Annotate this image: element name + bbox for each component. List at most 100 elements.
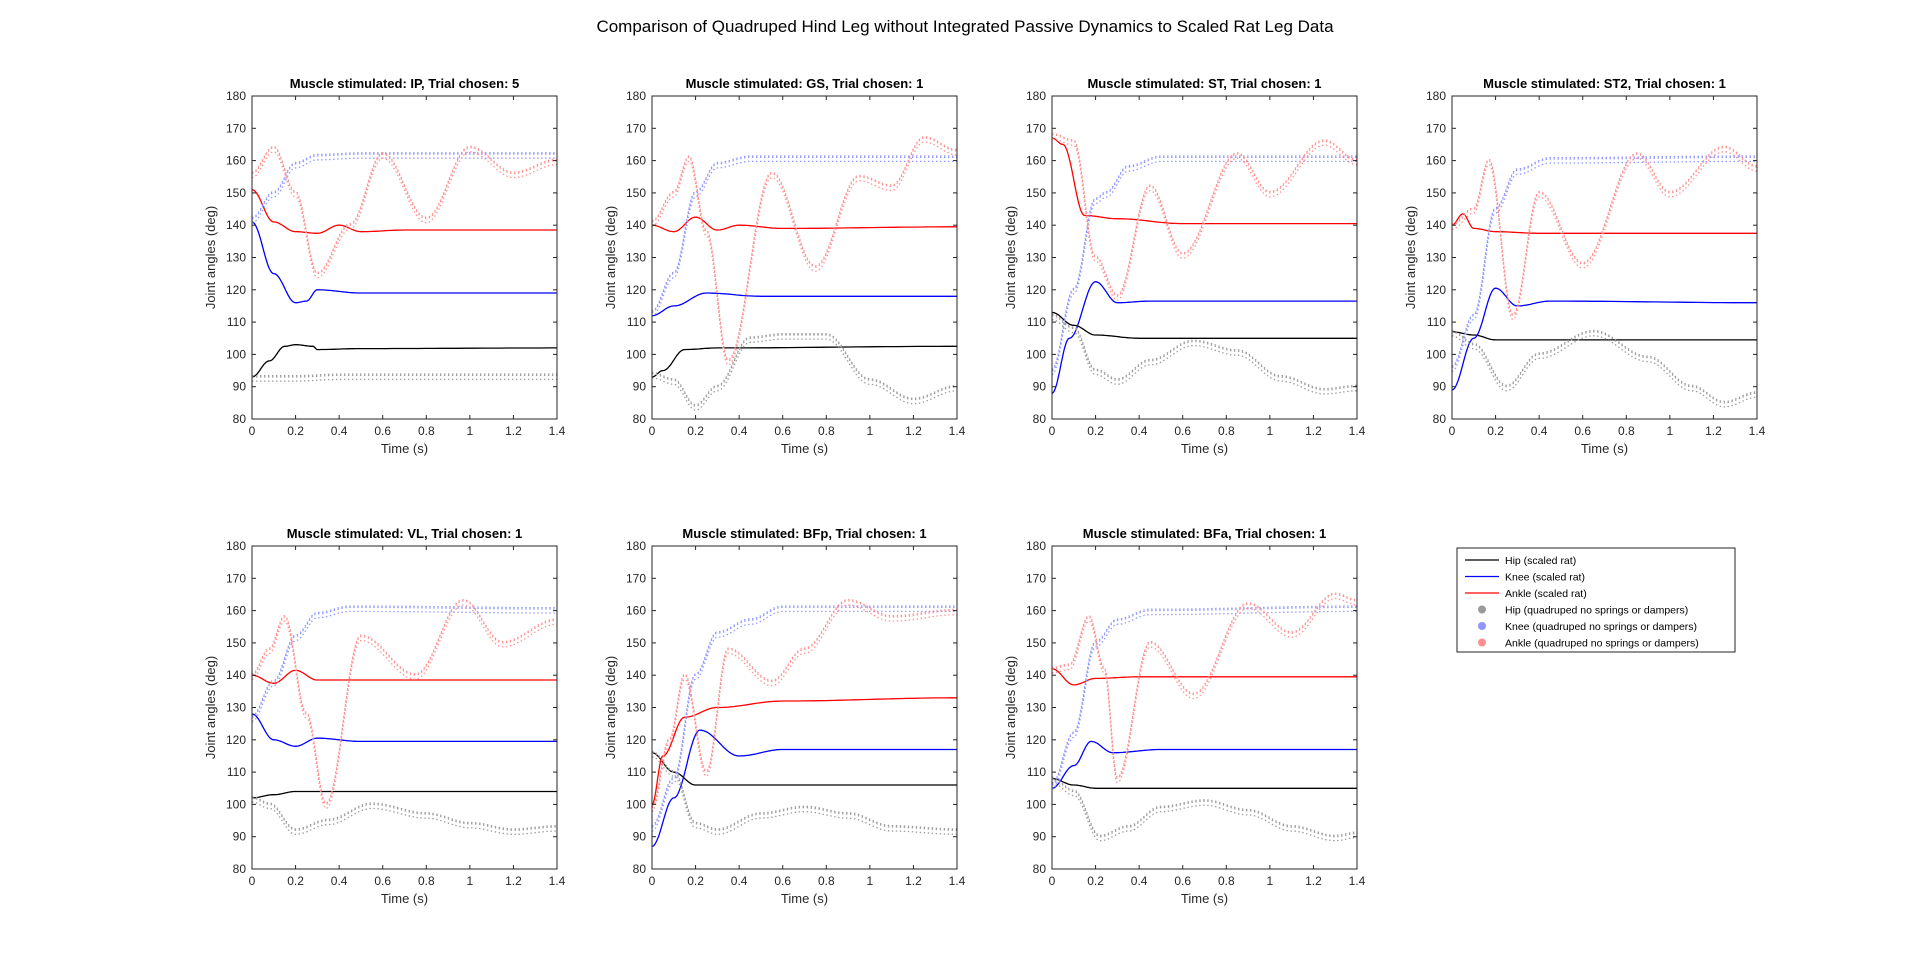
y-axis-label: Joint angles (deg) (1403, 206, 1418, 309)
y-tick-label: 110 (1427, 315, 1446, 329)
x-tick-label: 0.6 (1174, 874, 1191, 888)
knee-rat-line (252, 221, 557, 304)
x-tick-label: 1.2 (1305, 874, 1322, 888)
x-tick-label: 0.4 (731, 424, 748, 438)
x-axis-label: Time (s) (1181, 891, 1228, 906)
knee-rat-line (652, 729, 957, 848)
subplot-5: 0 0.2 0.4 0.6 0.8 1 1.2 1.4 80 90 100 110 120 130 140 1… (203, 526, 566, 906)
x-tick-label: 0.6 (374, 874, 391, 888)
legend-label: Ankle (scaled rat) (1505, 588, 1587, 600)
ankle-quadruped-trace (1052, 597, 1357, 784)
x-tick-label: 0.2 (1087, 424, 1104, 438)
x-tick-label: 0.2 (1487, 424, 1504, 438)
x-tick-label: 0.2 (1087, 874, 1104, 888)
hip-rat-line (252, 790, 557, 799)
subplot-4: 0 0.2 0.4 0.6 0.8 1 1.2 1.4 80 90 100 110 120 130 140 1… (1403, 76, 1766, 456)
y-tick-label: 90 (633, 830, 647, 844)
subplot-7: 0 0.2 0.4 0.6 0.8 1 1.2 1.4 80 90 100 110 120 130 140 1… (1003, 526, 1366, 906)
y-tick-label: 140 (1426, 218, 1446, 232)
hip-quadruped-trace (652, 756, 957, 835)
series-group (252, 145, 557, 382)
y-tick-label: 170 (626, 571, 646, 585)
y-tick-label: 180 (626, 539, 646, 553)
y-tick-label: 180 (1426, 89, 1446, 103)
x-axis-label: Time (s) (1581, 441, 1628, 456)
y-axis-label: Joint angles (deg) (1003, 206, 1018, 309)
hip-quadruped-trace (652, 338, 957, 411)
x-tick-label: 1 (1267, 874, 1274, 888)
x-tick-label: 0 (649, 424, 656, 438)
ankle-quadruped-dots (252, 145, 557, 279)
y-tick-label: 130 (226, 701, 246, 715)
y-tick-label: 140 (1026, 218, 1046, 232)
hip-quadruped-trace (652, 750, 957, 830)
x-tick-label: 0.4 (331, 874, 348, 888)
series-group (1452, 145, 1757, 408)
x-axis-label: Time (s) (781, 891, 828, 906)
y-tick-label: 130 (1426, 251, 1446, 265)
knee-quadruped-trace (1052, 160, 1357, 376)
y-tick-label: 110 (227, 315, 246, 329)
series-group (652, 598, 957, 848)
legend-entry: Knee (quadruped no springs or dampers) (1478, 621, 1697, 633)
y-tick-label: 160 (626, 604, 646, 618)
y-tick-label: 170 (1426, 121, 1446, 135)
ankle-quadruped-dots (652, 598, 957, 813)
plot-area (652, 96, 957, 419)
x-tick-label: 0.4 (731, 874, 748, 888)
x-tick-label: 0.8 (1618, 424, 1635, 438)
x-tick-label: 1.2 (905, 424, 922, 438)
hip-quadruped-trace (252, 797, 557, 831)
legend-entry: Ankle (quadruped no springs or dampers) (1478, 638, 1699, 650)
subplot-6: 0 0.2 0.4 0.6 0.8 1 1.2 1.4 80 90 100 110 120 130 140 1… (603, 526, 966, 906)
y-tick-label: 90 (1033, 830, 1047, 844)
legend-dot-marker (1478, 605, 1486, 614)
hip-rat-line (252, 344, 557, 378)
x-tick-label: 0.8 (1218, 424, 1235, 438)
legend-entry: Hip (scaled rat) (1465, 555, 1576, 567)
legend-entry: Knee (scaled rat) (1465, 572, 1585, 584)
legend: Hip (scaled rat) Knee (scaled rat) Ankle (… (1456, 547, 1736, 653)
y-tick-label: 140 (226, 668, 246, 682)
hip-quadruped-dots (652, 333, 957, 411)
y-axis-label: Joint angles (deg) (603, 656, 618, 759)
y-tick-label: 100 (226, 347, 246, 361)
x-tick-label: 0 (249, 424, 256, 438)
x-tick-label: 1.4 (1349, 874, 1366, 888)
x-tick-label: 0.2 (687, 424, 704, 438)
hip-quadruped-trace (252, 373, 557, 377)
y-tick-label: 150 (1426, 186, 1446, 200)
legend-entry: Hip (quadruped no springs or dampers) (1478, 605, 1688, 617)
subplot-title: Muscle stimulated: IP, Trial chosen: 5 (290, 76, 520, 91)
legend-dot-marker (1478, 638, 1486, 647)
legend-box (1456, 547, 1736, 653)
series-group (1052, 132, 1357, 395)
plot-area (1452, 96, 1757, 419)
knee-quadruped-trace (252, 157, 557, 224)
y-tick-label: 150 (1026, 636, 1046, 650)
y-tick-label: 130 (226, 251, 246, 265)
hip-quadruped-dots (1052, 776, 1357, 842)
legend-label: Knee (scaled rat) (1505, 572, 1585, 584)
subplot-2: 0 0.2 0.4 0.6 0.8 1 1.2 1.4 80 90 100 110 120 130 140 1… (603, 76, 966, 456)
y-tick-label: 180 (226, 539, 246, 553)
knee-quadruped-trace (652, 155, 957, 312)
y-tick-label: 80 (233, 862, 247, 876)
ankle-rat-line (1052, 137, 1357, 225)
legend-label: Knee (quadruped no springs or dampers) (1505, 621, 1697, 633)
y-tick-label: 130 (1026, 701, 1046, 715)
x-tick-label: 1 (1667, 424, 1674, 438)
x-tick-label: 0.6 (1174, 424, 1191, 438)
y-tick-label: 100 (626, 797, 646, 811)
x-tick-label: 0 (1049, 424, 1056, 438)
x-tick-label: 0.4 (1131, 424, 1148, 438)
hip-quadruped-trace (652, 333, 957, 406)
series-group (252, 598, 557, 835)
knee-quadruped-trace (1052, 156, 1357, 372)
x-tick-label: 1.4 (549, 424, 566, 438)
hip-rat-line (652, 345, 957, 378)
y-tick-label: 90 (1033, 380, 1047, 394)
subplot-title: Muscle stimulated: BFp, Trial chosen: 1 (682, 526, 926, 541)
y-tick-label: 90 (233, 830, 247, 844)
x-tick-label: 0.4 (331, 424, 348, 438)
